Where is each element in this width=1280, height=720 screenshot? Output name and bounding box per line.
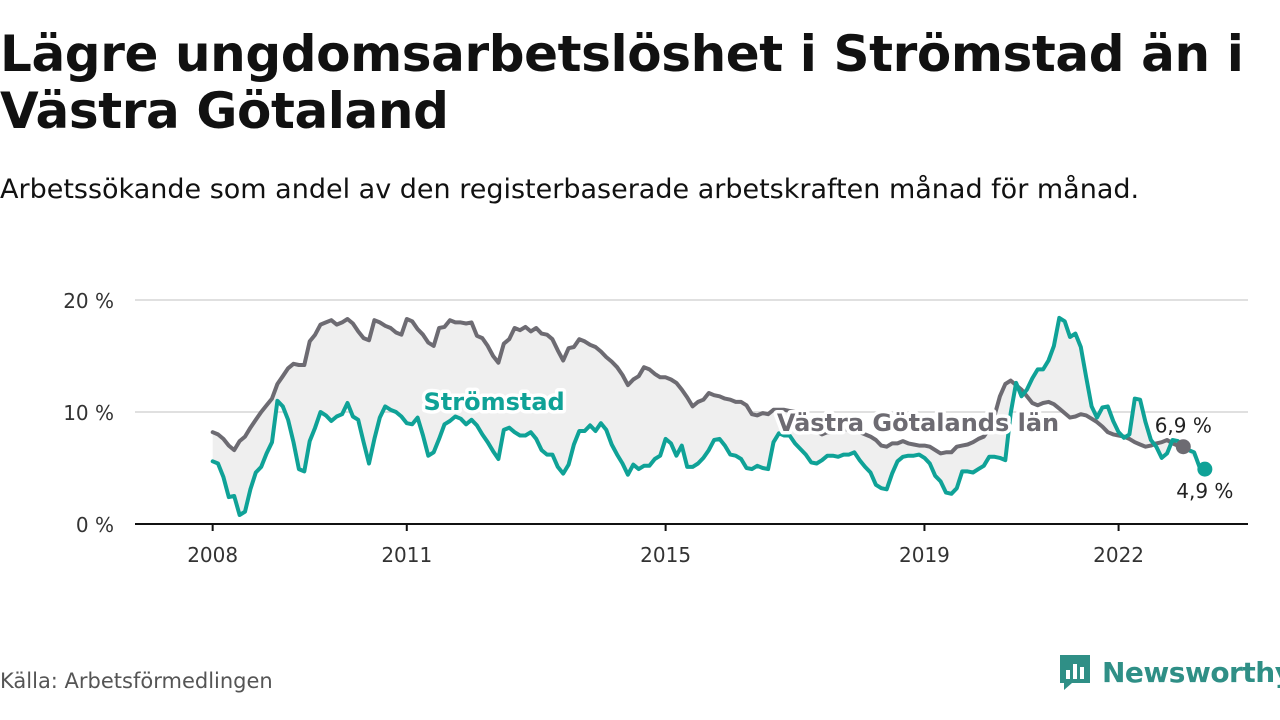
x-tick-label: 2022 [1093, 543, 1144, 567]
y-tick-label: 20 % [63, 289, 114, 313]
x-tick-label: 2011 [381, 543, 432, 567]
series-line-v-stra-g-talands-l-n [210, 317, 1186, 456]
x-axis-ticks: 2008 2011 2015 2019 2022 [187, 524, 1144, 567]
line-chart: 0 % 10 % 20 % 2008 2011 2015 2019 2022 6,9 % 4,… [63, 289, 1248, 567]
x-tick-label: 2015 [640, 543, 691, 567]
end-point [1197, 461, 1213, 477]
end-value-label: 6,9 % [1155, 414, 1212, 438]
chart-subtitle: Arbetssökande som andel av den registerb… [0, 174, 1140, 205]
series-annotation: Strömstad [424, 388, 565, 416]
gap-area [212, 317, 1205, 515]
y-tick-label: 0 % [76, 513, 114, 537]
chart-title: Lägre ungdomsarbetslöshet i Strömstad än… [0, 25, 1244, 140]
brand-logo: Newsworthy [1058, 652, 1280, 692]
bar-chart-icon [1060, 655, 1090, 690]
x-tick-label: 2008 [187, 543, 238, 567]
series-annotation: Västra Götalands län [777, 409, 1059, 437]
brand-name: Newsworthy [1102, 655, 1280, 689]
end-point [1175, 439, 1191, 455]
end-value-label: 4,9 % [1176, 479, 1233, 503]
y-axis-ticks: 0 % 10 % 20 % [63, 289, 114, 537]
y-tick-label: 10 % [63, 401, 114, 425]
x-tick-label: 2019 [899, 543, 950, 567]
series-lines [210, 315, 1213, 517]
series-labels: 6,9 % 4,9 % Strömstad Västra Götalands län [420, 384, 1236, 505]
source-note: Källa: Arbetsförmedlingen [0, 669, 273, 693]
series-line-str-mstad [210, 315, 1207, 517]
